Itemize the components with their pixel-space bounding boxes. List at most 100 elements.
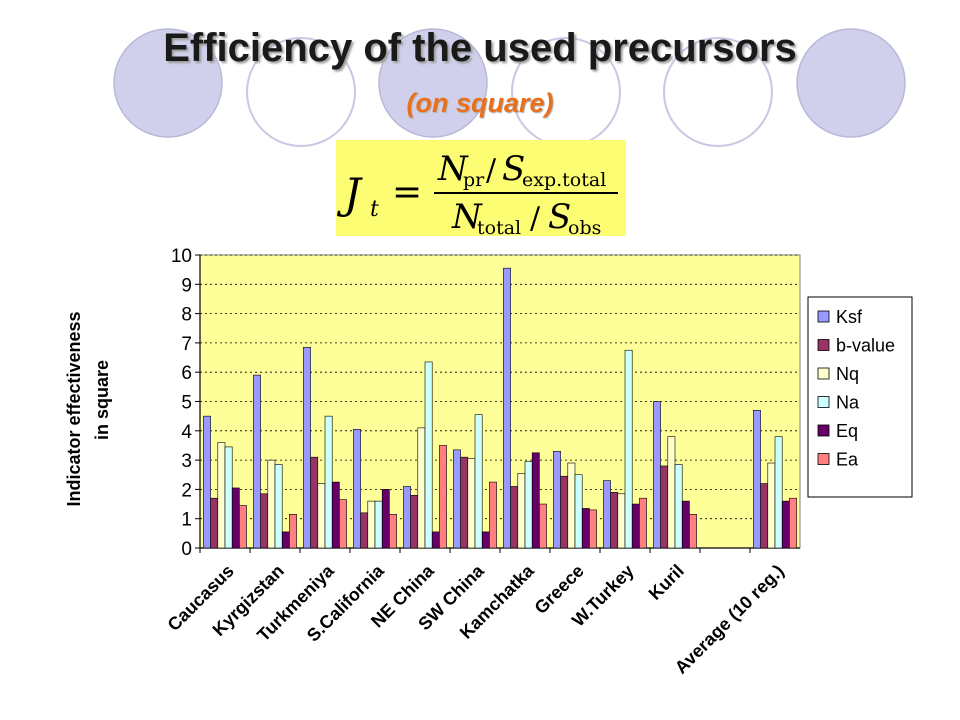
bar-nq (767, 462, 776, 549)
y-tick-label: 8 (181, 305, 192, 326)
bar-na (424, 361, 433, 549)
bar-na (474, 414, 483, 549)
bar-ksf (553, 451, 561, 549)
legend-swatch (817, 453, 830, 465)
decorative-circle (796, 28, 906, 138)
formula-lhs-sub: t (370, 197, 379, 222)
bar-b-value (760, 483, 769, 549)
bar-ksf (353, 429, 361, 549)
y-tick-label: 4 (181, 422, 192, 443)
legend-label: Eq (836, 421, 858, 441)
formula-den-n: N (451, 197, 483, 236)
bar-b-value (610, 492, 619, 549)
y-tick-label: 0 (181, 539, 192, 560)
bar-ksf (253, 374, 261, 549)
legend-swatch (817, 367, 830, 380)
formula-box: J t = N pr / S exp.total N total / S obs (336, 140, 626, 236)
formula-num-s: S (502, 149, 525, 189)
legend-label: Ea (836, 450, 859, 470)
y-tick-label: 9 (181, 275, 192, 296)
bar-ea (339, 499, 347, 549)
bar-ea (239, 505, 247, 549)
bar-b-value (560, 475, 569, 549)
bar-ea (639, 497, 647, 549)
slide-subtitle: (on square) (406, 88, 554, 118)
bar-na (324, 415, 333, 549)
bar-b-value (510, 486, 519, 549)
bar-ea (689, 514, 697, 549)
formula-num-n-sub: pr (463, 169, 485, 191)
y-tick-label: 10 (171, 246, 192, 267)
bar-eq (781, 500, 790, 549)
decorative-circle (246, 37, 356, 147)
bar-na (674, 464, 683, 549)
x-category-label: Kuril (645, 561, 688, 604)
bar-ea (489, 481, 497, 549)
bar-ea (439, 445, 447, 549)
bar-ea (789, 497, 797, 549)
bar-b-value (410, 494, 419, 549)
bar-eq (531, 452, 540, 549)
bar-na (624, 349, 633, 549)
bar-b-value (310, 456, 319, 549)
y-tick-label: 3 (181, 451, 192, 472)
decorative-circle (378, 28, 488, 138)
bar-eq (481, 531, 490, 549)
bar-nq (567, 462, 576, 549)
bar-nq (467, 458, 476, 549)
formula: J t = N pr / S exp.total N total / S obs (336, 149, 618, 236)
bar-na (524, 461, 533, 549)
bar-eq (381, 489, 390, 549)
legend-swatch (817, 339, 830, 351)
bar-b-value (460, 456, 469, 549)
bar-eq (281, 531, 290, 549)
bar-nq (667, 436, 676, 549)
bar-eq (631, 503, 640, 549)
formula-num-s-sub: exp.total (522, 169, 606, 191)
y-tick-label: 6 (181, 363, 192, 384)
bar-nq (517, 472, 526, 549)
formula-num-slash: / (486, 153, 497, 188)
bar-b-value (260, 493, 269, 549)
formula-num-n: N (437, 149, 469, 189)
slide-title: Efficiency of the used precursors (163, 26, 797, 70)
bar-eq (331, 481, 340, 549)
bar-ksf (203, 415, 211, 549)
bar-na (374, 500, 383, 549)
bar-ksf (403, 486, 411, 549)
bar-nq (367, 500, 376, 549)
legend-label: Ksf (836, 307, 863, 327)
bar-na (774, 436, 783, 549)
bar-b-value (360, 512, 369, 549)
bar-ea (589, 509, 597, 549)
bar-eq (681, 500, 690, 549)
bar-na (274, 464, 283, 549)
bar-ksf (753, 409, 761, 549)
y-tick-label: 7 (181, 334, 192, 355)
bar-na (224, 446, 233, 549)
formula-den-slash: / (530, 201, 541, 236)
bar-eq (581, 508, 590, 549)
formula-den-s-sub: obs (568, 217, 601, 236)
bar-ksf (603, 480, 611, 549)
bar-ea (289, 514, 297, 549)
legend-swatch (817, 310, 830, 323)
legend-label: Na (836, 393, 860, 413)
decorative-circle (113, 28, 223, 138)
y-tick-label: 5 (181, 393, 192, 414)
formula-den-s: S (548, 197, 571, 236)
decorative-circle (663, 37, 773, 147)
bar-nq (217, 442, 226, 549)
bar-ksf (453, 449, 461, 549)
legend-label: b-value (836, 336, 895, 356)
bar-nq (317, 483, 326, 549)
bar-ea (539, 503, 547, 549)
y-axis-label-line1: Indicator effectiveness (64, 311, 84, 506)
y-tick-label: 2 (181, 480, 192, 501)
bar-ksf (653, 401, 661, 549)
bar-na (574, 474, 583, 549)
formula-den-n-sub: total (477, 217, 521, 236)
bar-ksf (503, 267, 511, 549)
